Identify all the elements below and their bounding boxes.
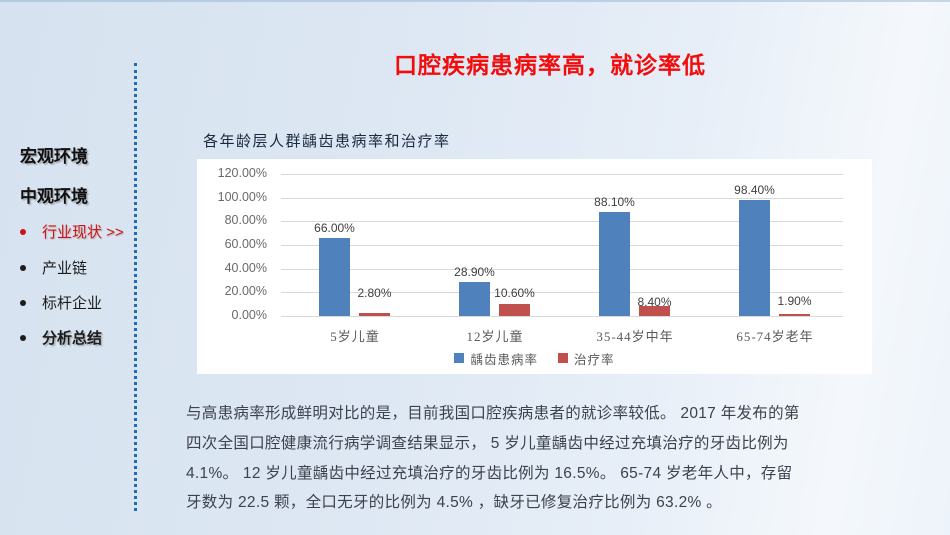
sidebar-section-macro: 宏观环境 (20, 147, 88, 166)
gridline (281, 221, 843, 223)
prevalence-bar-12岁儿童 (459, 281, 490, 316)
legend-item: 治疗率 (558, 349, 615, 368)
bullet-icon (20, 334, 26, 341)
bar-data-label: 88.10% (594, 194, 635, 209)
sidebar-item-label: 分析总结 (42, 330, 103, 347)
legend-label: 治疗率 (574, 352, 615, 367)
bar-data-label: 8.40% (637, 295, 672, 310)
y-axis-tick-label: 80.00% (224, 213, 267, 228)
treatment-bar-35-44岁中年 (639, 306, 670, 316)
treatment-bar-12岁儿童 (499, 303, 530, 316)
prevalence-bar-35-44岁中年 (599, 211, 630, 316)
sidebar-item-label: 产业链 (42, 260, 88, 277)
chart-plot: 66.00% 2.80% 28.90% 10.60% 88.10% 8.40% 98.40%… (281, 174, 843, 317)
body-line: 与高患病率形成鲜明对比的是，目前我国口腔疾病患者的就诊率较低。 2017 年发布… (186, 405, 800, 422)
sidebar-item-industry-status[interactable]: 行业现状 >> (20, 221, 124, 242)
y-axis-tick-label: 0.00% (231, 308, 267, 322)
x-axis-category-label: 35-44岁中年 (596, 329, 674, 344)
sidebar-item-benchmark-companies[interactable]: 标杆企业 (20, 292, 102, 313)
gridline (281, 174, 843, 175)
sidebar-section-meso: 中观环境 (20, 187, 88, 206)
body-paragraph: 与高患病率形成鲜明对比的是，目前我国口腔疾病患者的就诊率较低。 2017 年发布… (186, 399, 926, 518)
gridline (281, 316, 843, 317)
page-title: 口腔疾病患病率高，就诊率低 (394, 52, 706, 78)
bullet-icon (20, 299, 26, 306)
x-axis-category-label: 12岁儿童 (466, 329, 524, 344)
bar-data-label: 10.60% (494, 286, 535, 301)
prevalence-bar-65-74岁老年 (739, 199, 770, 316)
bar-data-label: 98.40% (734, 182, 775, 197)
gridline (281, 197, 843, 199)
y-axis-tick-label: 20.00% (224, 284, 267, 299)
treatment-bar-5岁儿童 (359, 312, 390, 316)
y-axis-tick-label: 60.00% (224, 237, 267, 251)
y-axis-tick-label: 100.00% (217, 189, 267, 204)
sidebar-item-analysis-summary[interactable]: 分析总结 (20, 327, 102, 348)
bar-data-label: 2.80% (357, 285, 392, 300)
x-axis-category-label: 5岁儿童 (330, 329, 380, 344)
bar-data-label: 66.00% (314, 220, 355, 235)
sidebar-item-label: 行业现状 >> (42, 224, 124, 241)
legend-label: 龋齿患病率 (470, 352, 538, 367)
chart-title: 各年龄层人群龋齿患病率和治疗率 (203, 134, 451, 150)
y-axis-tick-label: 120.00% (217, 166, 267, 180)
bar-data-label: 28.90% (454, 264, 495, 279)
treatment-bar-65-74岁老年 (779, 313, 810, 316)
bar-chart: 120.00% 100.00% 80.00% 60.00% 40.00% 20.00% 0.… (197, 159, 872, 374)
bar-data-label: 1.90% (777, 293, 812, 308)
sidebar-item-industry-chain[interactable]: 产业链 (20, 257, 87, 278)
bullet-icon (20, 264, 26, 271)
chart-legend: 龋齿患病率 治疗率 (197, 349, 872, 368)
gridline (281, 245, 843, 246)
x-axis-category-label: 65-74岁老年 (736, 329, 814, 344)
gridline (281, 268, 843, 270)
gridline (281, 292, 843, 294)
legend-swatch-icon (454, 353, 465, 363)
prevalence-bar-5岁儿童 (319, 237, 350, 316)
sidebar-divider-dotted-line (134, 63, 137, 511)
sidebar-item-label: 标杆企业 (42, 295, 103, 312)
legend-swatch-icon (558, 353, 568, 363)
legend-item: 龋齿患病率 (454, 349, 538, 368)
body-line: 牙数为 22.5 颗，全口无牙的比例为 4.5% ，缺牙已修复治疗比例为 63.… (186, 494, 722, 512)
y-axis-tick-label: 40.00% (224, 260, 267, 275)
body-line: 四次全国口腔健康流行病学调查结果显示， 5 岁儿童龋齿中经过充填治疗的牙齿比例为 (186, 434, 789, 452)
bullet-icon (20, 228, 26, 235)
body-line: 4.1%。 12 岁儿童龋齿中经过充填治疗的牙齿比例为 16.5%。 65-74… (186, 464, 793, 482)
